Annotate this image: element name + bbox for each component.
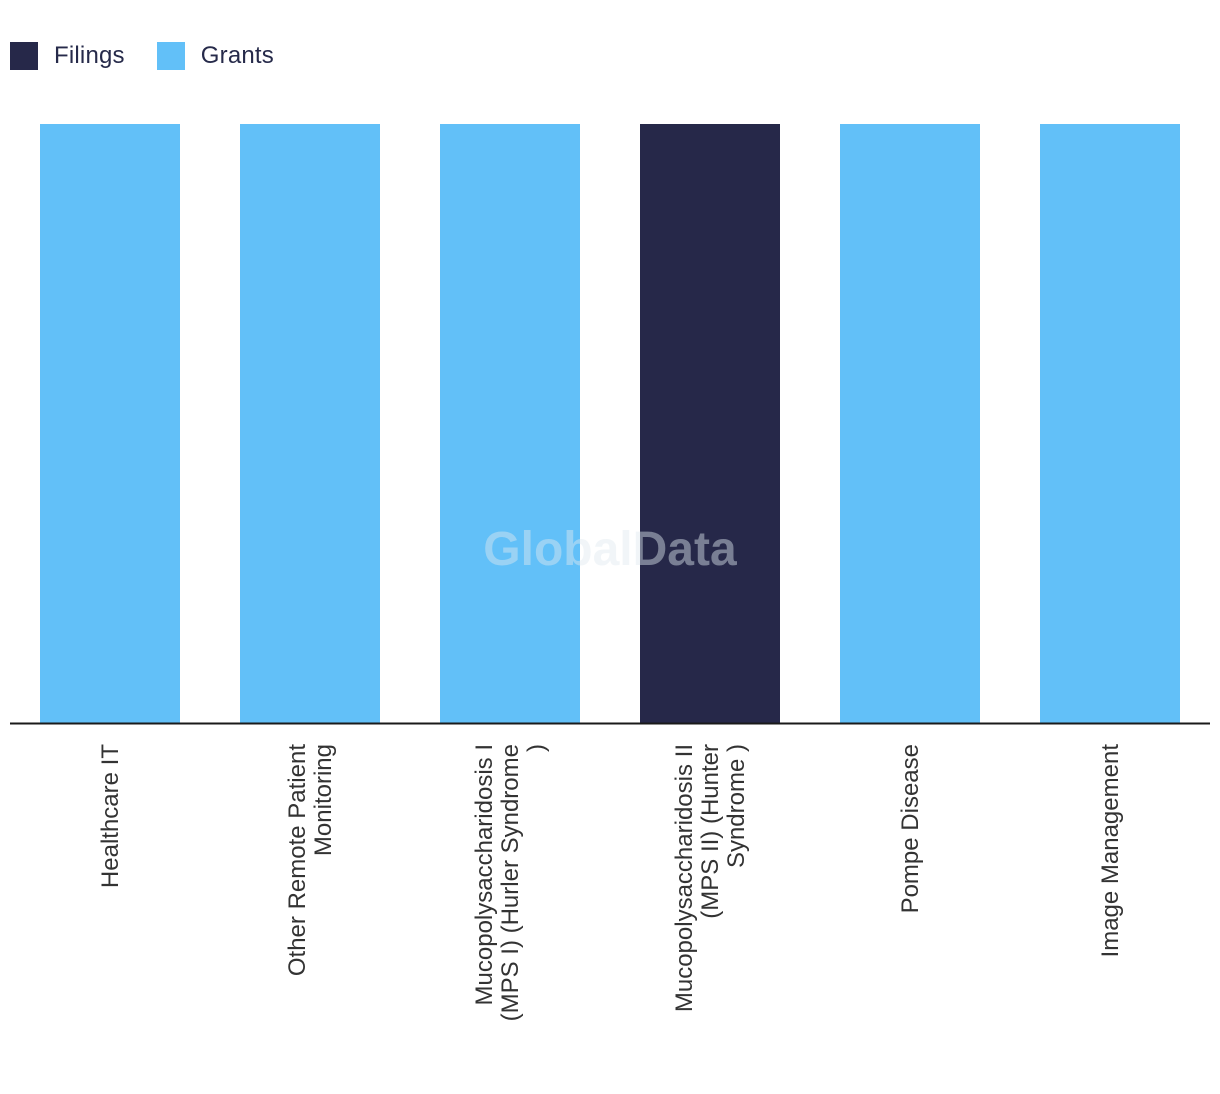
legend-label-grants: Grants <box>200 42 274 69</box>
x-tick-label-1: Healthcare IT <box>97 744 124 888</box>
bar-grants-5[interactable] <box>840 124 980 723</box>
x-tick-labels: Healthcare IT Other Remote PatientMonitor… <box>97 744 1124 1022</box>
bar-grants-3[interactable] <box>440 124 580 723</box>
x-tick-label-3-line-1: Mucopolysaccharidosis I <box>471 744 498 1005</box>
x-tick-label-3-line-3: ) <box>523 744 550 752</box>
x-tick-label-2-line-2: Monitoring <box>310 744 337 856</box>
bar-filings-4[interactable] <box>640 124 780 723</box>
x-tick-label-3: Mucopolysaccharidosis I(MPS I) (Hurler S… <box>471 744 550 1021</box>
bar-grants-2[interactable] <box>240 124 380 723</box>
x-tick-label-6-line-1: Image Management <box>1097 744 1124 958</box>
x-tick-label-4-line-3: Syndrome ) <box>723 744 750 868</box>
bar-grants-1[interactable] <box>40 124 180 723</box>
legend-swatch-grants <box>156 42 185 70</box>
legend-item-filings[interactable]: Filings <box>10 42 125 70</box>
x-tick-label-4-line-2: (MPS II) (Hunter <box>697 744 724 919</box>
x-tick-label-2-line-1: Other Remote Patient <box>284 744 311 976</box>
x-tick-label-5: Pompe Disease <box>897 744 924 913</box>
x-tick-label-3-line-2: (MPS I) (Hurler Syndrome <box>497 744 524 1021</box>
legend-item-grants[interactable]: Grants <box>156 42 274 70</box>
x-tick-label-2: Other Remote PatientMonitoring <box>284 744 337 976</box>
bar-grants-6[interactable] <box>1040 124 1180 723</box>
x-tick-label-1-line-1: Healthcare IT <box>97 744 124 888</box>
chart-legend: Filings Grants <box>10 42 306 70</box>
legend-swatch-filings <box>10 42 38 70</box>
x-tick-label-4: Mucopolysaccharidosis II(MPS II) (Hunter… <box>671 744 750 1012</box>
legend-label-filings: Filings <box>54 42 125 69</box>
x-tick-label-5-line-1: Pompe Disease <box>897 744 924 913</box>
x-tick-label-6: Image Management <box>1097 744 1124 958</box>
x-tick-label-4-line-1: Mucopolysaccharidosis II <box>671 744 698 1012</box>
watermark: GlobalData <box>483 523 737 576</box>
bar-group <box>40 124 1180 723</box>
